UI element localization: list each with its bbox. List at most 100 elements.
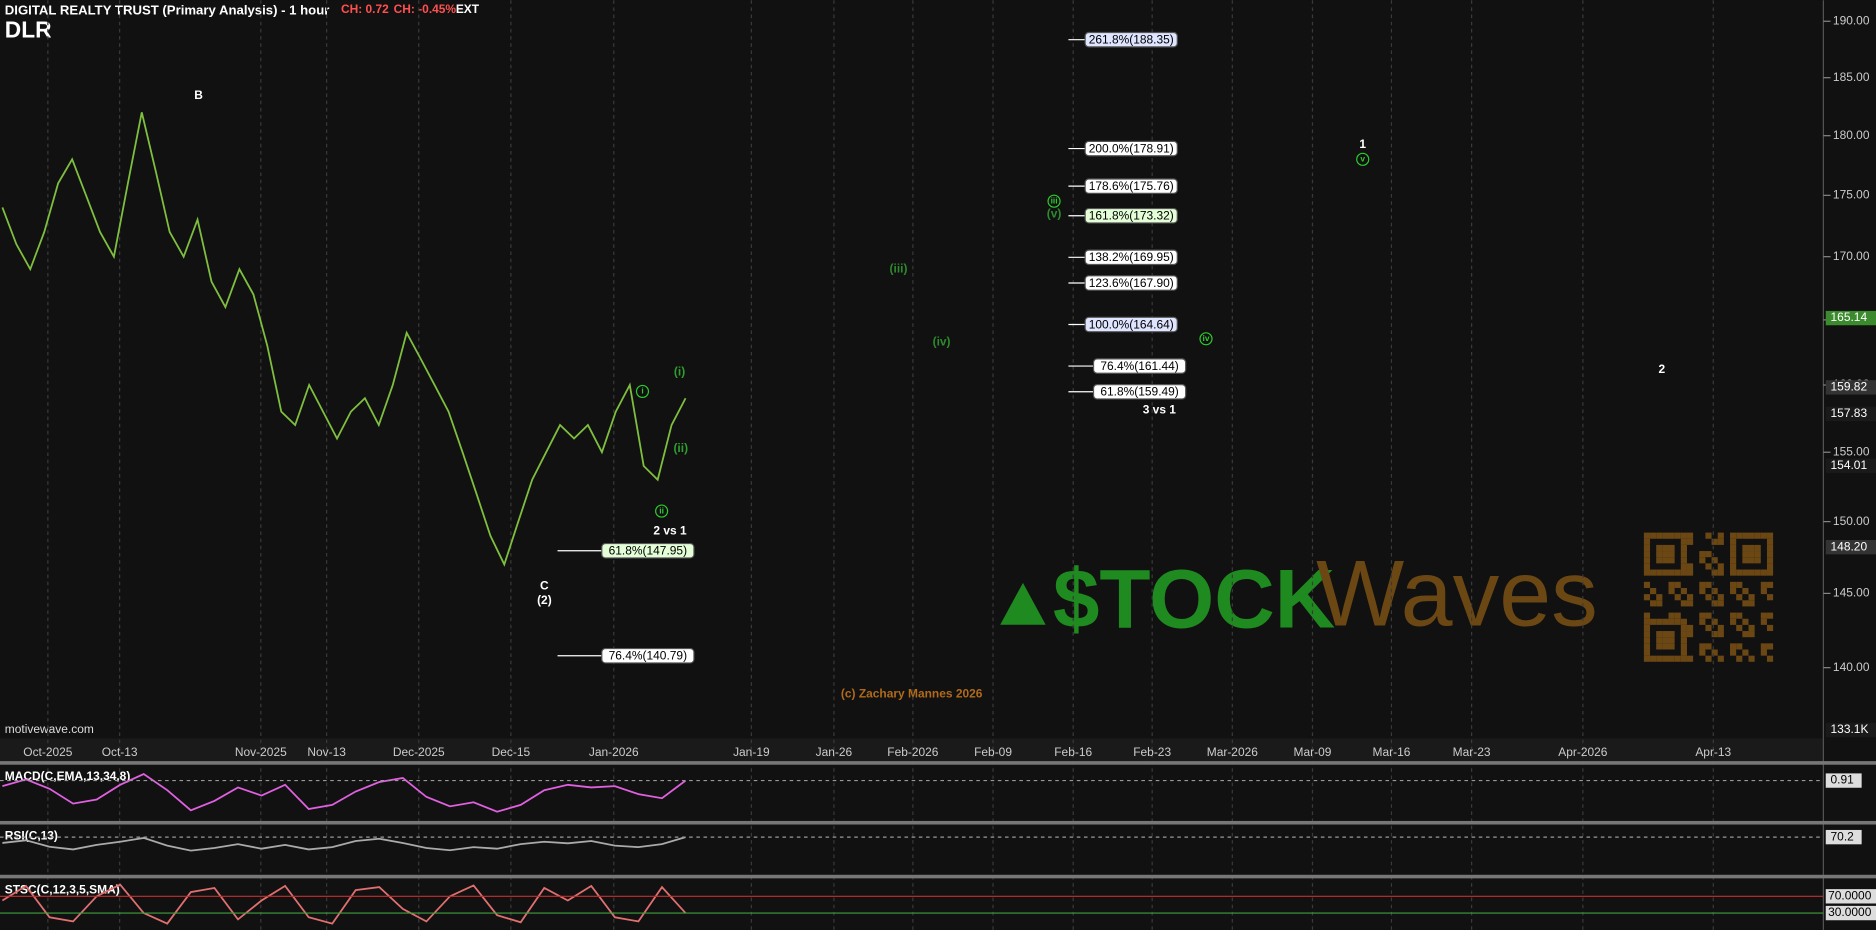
qr-cell bbox=[1656, 594, 1663, 601]
price-tag-label: 154.01 bbox=[1831, 458, 1868, 472]
wave-label: B bbox=[194, 88, 203, 102]
qr-cell bbox=[1717, 538, 1724, 545]
qr-cell bbox=[1711, 600, 1718, 607]
volume-label: 133.1K bbox=[1831, 722, 1869, 736]
qr-cell bbox=[1730, 532, 1737, 539]
qr-cell bbox=[1656, 637, 1663, 644]
price-tag-label: 159.82 bbox=[1831, 380, 1868, 394]
fib-box bbox=[601, 542, 695, 559]
wave-label: C bbox=[540, 579, 549, 593]
x-tick-label: Jan-19 bbox=[733, 745, 770, 759]
x-tick-label: Mar-09 bbox=[1294, 745, 1332, 759]
qr-cell bbox=[1643, 532, 1651, 539]
qr-cell bbox=[1662, 631, 1669, 638]
qr-cell bbox=[1736, 569, 1743, 576]
y-tick-label: 180.00 bbox=[1833, 128, 1870, 142]
qr-cell bbox=[1766, 563, 1774, 570]
x-tick-label: Dec-15 bbox=[492, 745, 531, 759]
wave-label: 2 vs 1 bbox=[653, 524, 687, 538]
qr-cell bbox=[1766, 612, 1774, 619]
fib-box bbox=[1084, 275, 1178, 291]
logo-triangle bbox=[1000, 582, 1046, 625]
price-tag bbox=[1825, 380, 1876, 395]
x-tick-label: Oct-13 bbox=[102, 745, 138, 759]
qr-cell bbox=[1668, 532, 1675, 539]
y-tick-label: 185.00 bbox=[1833, 70, 1870, 84]
qr-cell bbox=[1760, 612, 1767, 619]
source: motivewave.com bbox=[5, 722, 94, 736]
indicator-label: STSC(C,12,3,5,SMA) bbox=[5, 882, 120, 896]
qr-cell bbox=[1668, 631, 1675, 638]
qr-cell bbox=[1730, 551, 1737, 558]
fib-label: 261.8%(188.35) bbox=[1089, 32, 1174, 46]
qr-cell bbox=[1730, 649, 1737, 656]
qr-cell bbox=[1717, 594, 1724, 601]
logo-qr bbox=[1643, 532, 1774, 662]
qr-cell bbox=[1748, 532, 1755, 539]
qr-cell bbox=[1674, 594, 1681, 601]
qr-cell bbox=[1686, 631, 1694, 638]
qr-cell bbox=[1643, 563, 1651, 570]
qr-cell bbox=[1686, 563, 1694, 570]
x-tick-label: Dec-2025 bbox=[393, 745, 445, 759]
qr-cell bbox=[1705, 594, 1712, 601]
fib-label: 200.0%(178.91) bbox=[1089, 141, 1174, 155]
qr-cell bbox=[1766, 544, 1774, 552]
qr-cell bbox=[1680, 557, 1687, 564]
qr-cell bbox=[1748, 600, 1755, 607]
qr-cell bbox=[1736, 581, 1743, 588]
wave-label: iv bbox=[1203, 333, 1210, 343]
fib-box bbox=[1084, 249, 1178, 266]
qr-cell bbox=[1686, 532, 1694, 539]
qr-cell bbox=[1717, 624, 1724, 632]
qr-cell bbox=[1717, 655, 1724, 662]
wave-label: iii bbox=[1051, 195, 1058, 205]
x-tick-label: Mar-16 bbox=[1373, 745, 1411, 759]
qr-cell bbox=[1705, 643, 1712, 650]
qr-cell bbox=[1643, 557, 1651, 564]
qr-cell bbox=[1650, 587, 1657, 595]
qr-cell bbox=[1680, 631, 1687, 638]
qr-cell bbox=[1754, 569, 1761, 576]
qr-cell bbox=[1643, 649, 1651, 656]
qr-cell bbox=[1656, 544, 1663, 552]
qr-cell bbox=[1656, 557, 1663, 564]
qr-cell bbox=[1680, 655, 1687, 662]
qr-cell bbox=[1656, 532, 1663, 539]
x-tick-label: Nov-13 bbox=[307, 745, 346, 759]
qr-cell bbox=[1711, 557, 1718, 564]
fib-box bbox=[1084, 178, 1178, 194]
qr-cell bbox=[1730, 563, 1737, 570]
qr-cell bbox=[1766, 532, 1774, 539]
qr-cell bbox=[1656, 631, 1663, 638]
y-tick-label: 140.00 bbox=[1833, 660, 1870, 674]
qr-cell bbox=[1668, 569, 1675, 576]
qr-cell bbox=[1699, 551, 1706, 558]
price-tag bbox=[1825, 540, 1876, 555]
qr-cell bbox=[1742, 569, 1749, 576]
x-tick-label: Jan-2026 bbox=[589, 745, 639, 759]
x-tick-label: Mar-23 bbox=[1453, 745, 1491, 759]
fib-label: 161.8%(173.32) bbox=[1089, 209, 1174, 223]
price-tag-label: 157.83 bbox=[1831, 406, 1868, 420]
fib-box bbox=[1084, 140, 1178, 157]
fib-label: 123.6%(167.90) bbox=[1089, 276, 1174, 290]
qr-cell bbox=[1680, 544, 1687, 552]
qr-cell bbox=[1668, 637, 1675, 644]
wave-circle bbox=[1047, 194, 1061, 208]
qr-cell bbox=[1766, 538, 1774, 545]
qr-cell bbox=[1742, 649, 1749, 656]
x-tick-label: Mar-2026 bbox=[1207, 745, 1259, 759]
fib-box bbox=[1084, 316, 1178, 333]
qr-cell bbox=[1650, 569, 1657, 576]
x-tick-label: Oct-2025 bbox=[23, 745, 73, 759]
change: CH: 0.72 bbox=[341, 2, 389, 16]
panel-separator bbox=[0, 820, 1876, 825]
qr-cell bbox=[1656, 551, 1663, 558]
indicator-line bbox=[1, 883, 687, 925]
y-tick-label: 145.00 bbox=[1833, 586, 1870, 600]
qr-cell bbox=[1662, 569, 1669, 576]
qr-cell bbox=[1662, 557, 1669, 564]
qr-cell bbox=[1760, 569, 1767, 576]
qr-cell bbox=[1766, 594, 1774, 601]
